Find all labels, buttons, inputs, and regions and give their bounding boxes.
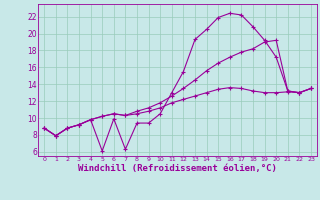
X-axis label: Windchill (Refroidissement éolien,°C): Windchill (Refroidissement éolien,°C) <box>78 164 277 173</box>
